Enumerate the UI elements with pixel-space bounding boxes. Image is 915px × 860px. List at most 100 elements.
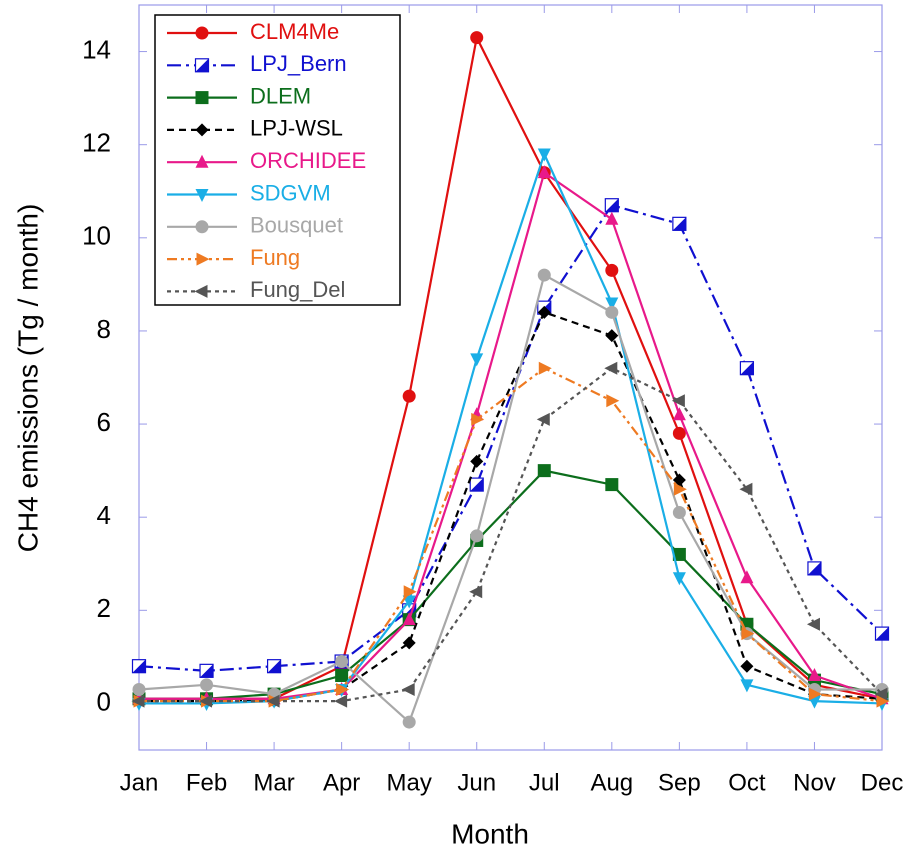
marker <box>807 668 821 681</box>
marker <box>604 198 619 213</box>
marker <box>740 570 754 584</box>
marker <box>671 394 685 408</box>
plot-frame <box>138 4 883 751</box>
marker <box>402 636 416 650</box>
x-axis-title: Month <box>451 818 529 849</box>
marker <box>604 361 618 375</box>
marker <box>195 91 209 105</box>
marker <box>740 679 754 693</box>
marker <box>266 659 282 674</box>
marker <box>672 547 686 561</box>
legend-label: DLEM <box>250 83 311 108</box>
y-tick-label: 6 <box>97 407 111 437</box>
marker <box>672 426 686 440</box>
marker <box>131 659 147 674</box>
x-tick-label: Aug <box>590 769 633 796</box>
marker <box>605 263 619 277</box>
marker-fill <box>132 659 146 673</box>
y-axis-title: CH4 emissions (Tg / month) <box>12 204 43 553</box>
marker <box>401 682 415 696</box>
y-tick-label: 8 <box>97 314 111 344</box>
series-line <box>139 366 883 703</box>
marker <box>740 659 754 673</box>
marker <box>132 682 146 696</box>
legend-label: Fung_Del <box>250 277 345 302</box>
marker <box>538 361 552 375</box>
series-line <box>138 273 882 724</box>
marker <box>200 678 214 692</box>
marker <box>402 715 416 729</box>
marker-fill <box>470 478 484 492</box>
marker-fill <box>267 659 281 673</box>
marker <box>336 682 350 696</box>
marker <box>194 284 208 298</box>
marker <box>537 268 551 282</box>
legend-label: CLM4Me <box>250 19 339 44</box>
marker <box>672 407 686 421</box>
marker-fill <box>200 664 214 678</box>
marker <box>402 389 416 403</box>
marker <box>673 482 687 496</box>
marker <box>131 694 145 708</box>
x-tick-label: Jul <box>529 769 560 796</box>
marker <box>195 189 209 202</box>
marker <box>739 482 753 496</box>
marker <box>403 585 417 599</box>
marker <box>741 627 755 641</box>
legend-label: SDGVM <box>250 180 331 205</box>
x-tick-label: Mar <box>253 769 294 796</box>
legend: CLM4Me LPJ_Bern DLEM LPJ-WSL ORCHIDEE SDGVM Bo… <box>154 14 401 306</box>
y-tick-label: 2 <box>97 593 111 623</box>
y-tick-label: 14 <box>82 34 111 64</box>
marker <box>470 353 484 367</box>
legend-label: ORCHIDEE <box>250 148 366 173</box>
marker <box>335 669 349 682</box>
legend-label: LPJ-WSL <box>250 116 343 141</box>
marker <box>606 394 620 408</box>
series-line <box>138 203 883 672</box>
marker <box>806 617 820 631</box>
marker <box>672 572 686 586</box>
marker <box>537 165 551 179</box>
marker <box>536 412 550 426</box>
marker <box>470 529 484 543</box>
marker <box>194 58 210 73</box>
marker-fill <box>605 198 619 212</box>
marker <box>469 477 484 492</box>
x-tick-label: Jun <box>457 769 496 796</box>
marker <box>537 464 551 478</box>
series-line <box>139 170 883 700</box>
x-tick-label: Jan <box>120 769 159 796</box>
marker <box>196 252 210 266</box>
marker <box>537 305 551 319</box>
x-tick-label: May <box>387 769 432 796</box>
marker <box>195 154 209 168</box>
legend-label: LPJ_Bern <box>250 51 347 76</box>
marker <box>402 612 416 626</box>
marker <box>807 561 822 576</box>
marker <box>605 305 619 319</box>
x-tick-label: Feb <box>186 769 227 796</box>
marker-fill <box>672 217 686 231</box>
marker <box>402 595 416 609</box>
marker <box>605 478 619 492</box>
marker-fill <box>195 58 209 72</box>
y-tick-label: 4 <box>97 500 111 530</box>
marker <box>195 220 209 234</box>
marker <box>335 655 349 669</box>
marker <box>469 585 483 599</box>
marker <box>537 148 551 162</box>
legend-label: Fung <box>250 245 300 270</box>
y-tick-label: 12 <box>82 128 111 158</box>
y-tick-label: 10 <box>82 221 111 251</box>
marker <box>672 506 686 520</box>
x-tick-label: Dec <box>861 769 904 796</box>
x-tick-label: Nov <box>793 769 836 796</box>
marker <box>808 687 822 701</box>
marker <box>876 694 890 708</box>
marker <box>605 211 619 225</box>
legend-label: Bousquet <box>250 213 343 238</box>
marker <box>874 687 888 701</box>
marker <box>334 694 348 708</box>
